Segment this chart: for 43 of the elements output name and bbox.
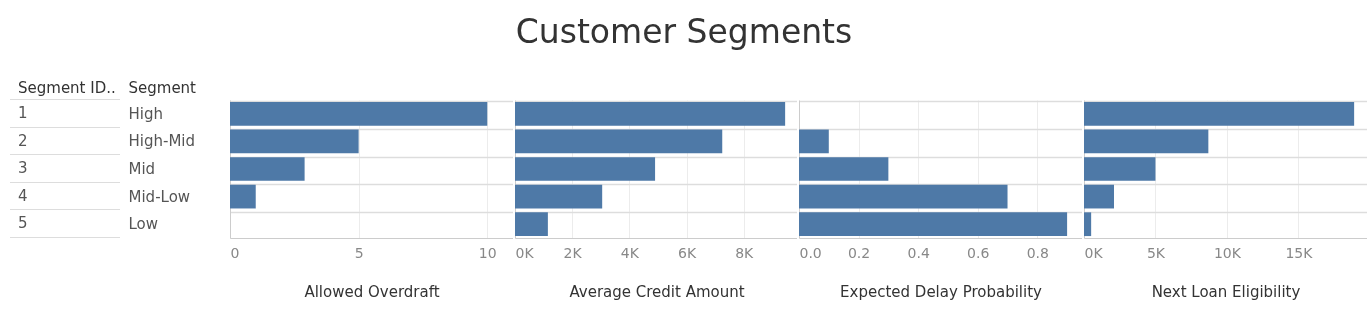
bar: [515, 184, 603, 209]
chart-title: Customer Segments: [514, 12, 854, 51]
x-tick-label: 0.0: [799, 244, 822, 261]
x-tick-label: 0K: [1084, 244, 1104, 261]
bar: [799, 157, 889, 181]
x-axis-title: Next Loan Eligibility: [1151, 282, 1301, 301]
x-tick-label: 8K: [735, 244, 755, 261]
bar: [515, 157, 656, 181]
y2-axis-title: Segment ID..: [10, 76, 128, 100]
y-tick-label: High-Mid: [128, 132, 196, 151]
x-tick-label: 10: [478, 244, 497, 261]
x-tick-label: 15K: [1285, 244, 1314, 261]
x-tick-label: 0.6: [967, 244, 990, 261]
x-tick-label: 5: [354, 244, 364, 261]
x-tick-label: 2K: [563, 244, 583, 261]
x-tick-label: 0K: [515, 244, 535, 261]
y-tick-label: Low: [128, 215, 159, 234]
x-tick-label: 4K: [620, 244, 640, 261]
bar: [515, 129, 723, 154]
bar: [515, 212, 548, 237]
bar: [799, 129, 829, 154]
x-tick-label: 5K: [1146, 244, 1166, 261]
y-axis-title: Segment: [128, 78, 197, 97]
y-tick-label: Mid: [128, 160, 156, 178]
x-tick-label: 0.4: [907, 244, 930, 261]
y2-tick-label: 1: [10, 100, 128, 128]
bar: [515, 101, 786, 126]
y-tick-label: Mid-Low: [128, 187, 191, 206]
y2-tick-label: 2: [10, 127, 128, 156]
x-tick-label: 0.2: [847, 244, 871, 261]
x-axis-title: Average Credit Amount: [569, 282, 745, 301]
x-tick-label: 0: [230, 244, 240, 261]
x-tick-label: 6K: [677, 244, 697, 261]
y2-tick-label: 5: [10, 210, 128, 238]
y2-tick-label: 3: [10, 155, 128, 183]
x-axis-title: Expected Delay Probability: [840, 282, 1043, 301]
x-tick-label: 10K: [1213, 244, 1242, 261]
y2-tick-label: 4: [10, 182, 128, 211]
x-tick-label: 0.8: [1026, 244, 1049, 261]
y-tick-label: High: [128, 104, 163, 123]
bar: [799, 184, 1008, 209]
x-axis-title: Allowed Overdraft: [304, 282, 440, 301]
bar: [799, 212, 1068, 237]
